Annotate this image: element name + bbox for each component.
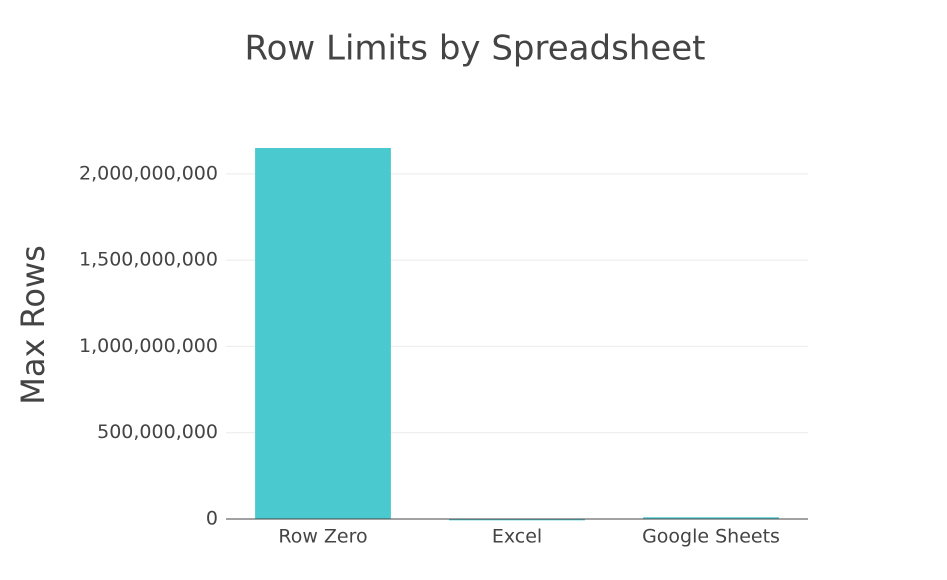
bar (255, 147, 391, 519)
y-tick-label: 2,000,000,000 (79, 162, 218, 184)
y-tick-label: 0 (206, 508, 218, 530)
x-tick-label: Row Zero (278, 526, 367, 548)
chart-title: Row Limits by Spreadsheet (245, 29, 706, 69)
y-tick-label: 1,500,000,000 (79, 249, 218, 271)
y-tick-label: 1,000,000,000 (79, 335, 218, 357)
bar (643, 517, 779, 519)
y-axis-title: Max Rows (14, 245, 52, 405)
y-tick-label: 500,000,000 (97, 421, 218, 443)
x-tick-label: Excel (492, 526, 542, 548)
x-tick-label: Google Sheets (642, 526, 780, 548)
bar (449, 518, 585, 521)
